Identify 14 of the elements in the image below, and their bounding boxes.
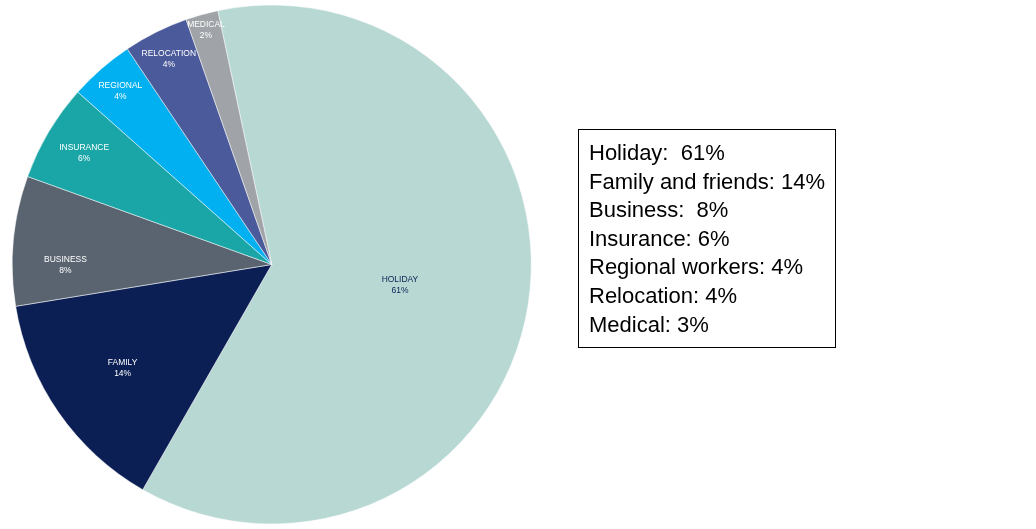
slice-label: RELOCATION <box>141 47 197 58</box>
text: Holiday: 61% Family and friends: 14% Business: 8% Insurance: 6% Regional workers: 4% Relocation: 4% Medical: 3% <box>589 140 825 337</box>
data-label: 61% <box>391 285 409 296</box>
data-label: 2% <box>199 29 213 40</box>
slice-label: INSURANCE <box>59 142 110 153</box>
data-label: 4% <box>114 91 127 102</box>
slice-label: FAMILY <box>107 357 138 368</box>
data-label: 8% <box>59 264 73 275</box>
data-label: 4% <box>162 58 176 69</box>
slice-label: REGIONAL <box>98 80 143 91</box>
data-label: 14% <box>114 368 132 379</box>
slice-label: HOLIDAY <box>381 274 419 285</box>
slice-label: BUSINESS <box>44 253 88 264</box>
data-label: 6% <box>78 153 91 164</box>
